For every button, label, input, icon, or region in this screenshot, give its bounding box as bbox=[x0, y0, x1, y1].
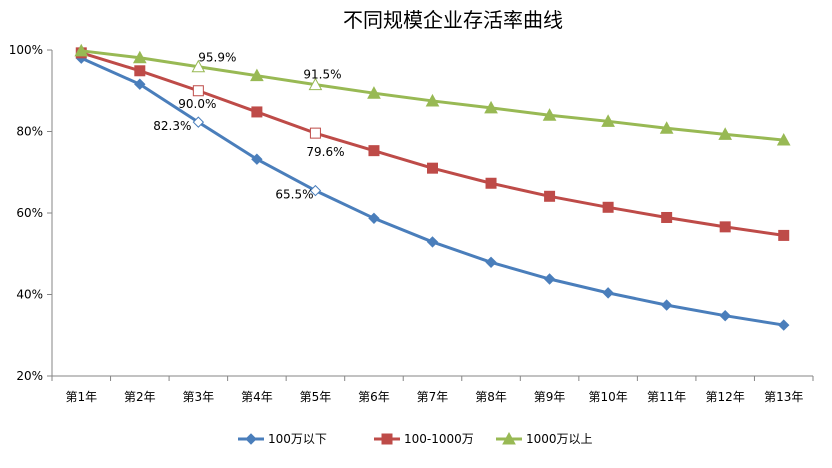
series-2 bbox=[75, 47, 790, 241]
legend-item-2: 100-1000万 bbox=[374, 432, 474, 446]
x-tick-label: 第4年 bbox=[241, 390, 273, 404]
y-tick-label: 60% bbox=[16, 206, 43, 220]
data-label: 79.6% bbox=[306, 145, 344, 159]
data-label: 90.0% bbox=[178, 97, 216, 111]
x-tick-label: 第7年 bbox=[417, 390, 449, 404]
data-point bbox=[74, 43, 89, 57]
data-point bbox=[368, 212, 380, 225]
y-tick-label: 80% bbox=[16, 125, 43, 139]
data-point bbox=[719, 309, 731, 322]
data-point bbox=[718, 127, 733, 140]
data-label: 95.9% bbox=[198, 51, 236, 65]
data-point bbox=[778, 319, 790, 331]
data-point bbox=[659, 121, 674, 134]
data-point bbox=[427, 162, 438, 174]
legend-marker bbox=[245, 433, 257, 445]
data-label: 65.5% bbox=[275, 188, 313, 202]
data-point bbox=[132, 50, 147, 64]
data-point bbox=[367, 86, 381, 99]
data-point bbox=[308, 77, 323, 91]
x-tick-label: 第10年 bbox=[588, 390, 627, 404]
axes: 20% 40% 60% 80% 100% 第1年 第2年 第3年 第4年 第5年 第6年 第7年 第8年… bbox=[9, 43, 814, 404]
data-point bbox=[251, 106, 263, 118]
data-point bbox=[778, 229, 790, 241]
data-point bbox=[426, 236, 439, 248]
data-point bbox=[485, 177, 497, 189]
data-point bbox=[134, 78, 146, 90]
series-3 bbox=[74, 43, 791, 146]
data-point bbox=[134, 65, 146, 77]
series-layer bbox=[74, 43, 791, 331]
data-point bbox=[544, 190, 556, 202]
legend-label: 100-1000万 bbox=[404, 432, 474, 446]
series-line bbox=[80, 51, 784, 237]
x-tick-label: 第12年 bbox=[706, 390, 745, 404]
data-point bbox=[543, 273, 556, 285]
legend-item-3: 1000万以上 bbox=[496, 431, 593, 446]
data-point bbox=[661, 211, 673, 223]
x-tick-label: 第8年 bbox=[475, 390, 507, 404]
y-tick-label: 40% bbox=[16, 288, 43, 302]
legend-label: 1000万以上 bbox=[526, 432, 593, 446]
x-tick-label: 第11年 bbox=[647, 390, 686, 404]
x-tick-label: 第1年 bbox=[65, 390, 97, 404]
x-tick-label: 第13年 bbox=[764, 390, 803, 404]
data-point bbox=[776, 133, 791, 146]
data-point bbox=[660, 299, 673, 311]
chart-title: 不同规模企业存活率曲线 bbox=[343, 8, 563, 32]
x-tick-label: 第3年 bbox=[183, 390, 215, 404]
x-tick-label: 第2年 bbox=[124, 390, 156, 404]
data-point bbox=[425, 93, 440, 107]
data-point bbox=[191, 59, 206, 73]
data-point bbox=[484, 100, 498, 114]
data-point bbox=[485, 256, 497, 269]
data-point bbox=[251, 153, 263, 165]
data-point bbox=[602, 201, 614, 213]
data-point bbox=[601, 114, 615, 127]
data-label: 82.3% bbox=[153, 119, 191, 133]
x-tick-label: 第9年 bbox=[534, 390, 566, 404]
data-label: 91.5% bbox=[303, 68, 341, 82]
data-point bbox=[192, 85, 204, 97]
legend-item-1: 100万以下 bbox=[238, 432, 327, 446]
data-point bbox=[368, 145, 380, 157]
y-tick-label: 100% bbox=[9, 43, 43, 57]
y-tick-label: 20% bbox=[16, 369, 43, 383]
legend-label: 100万以下 bbox=[268, 432, 327, 446]
x-tick-label: 第6年 bbox=[358, 390, 390, 404]
x-tick-label: 第5年 bbox=[300, 390, 332, 404]
legend-marker bbox=[381, 433, 393, 445]
legend-marker bbox=[502, 431, 516, 445]
series-1 bbox=[75, 52, 790, 331]
data-point bbox=[602, 287, 614, 299]
legend: 100万以下 100-1000万 1000万以上 bbox=[238, 431, 593, 446]
data-point bbox=[192, 116, 205, 128]
data-point bbox=[250, 68, 264, 82]
data-point bbox=[309, 127, 321, 139]
data-point bbox=[542, 108, 557, 121]
data-point bbox=[719, 221, 731, 233]
data-point bbox=[309, 184, 322, 197]
data-labels: 82.3% 65.5% 90.0% 79.6% 95.9% 91.5% bbox=[153, 51, 344, 202]
